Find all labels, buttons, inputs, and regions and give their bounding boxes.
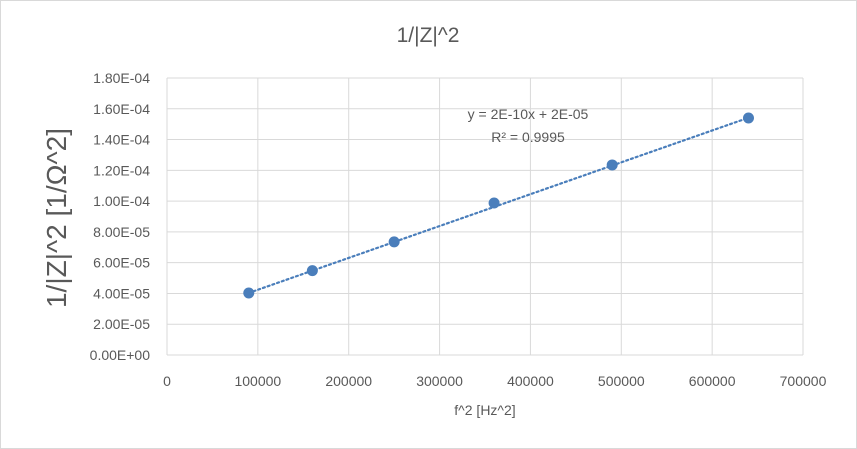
x-tick-label: 600000 — [689, 373, 736, 389]
x-tick-label: 0 — [163, 373, 171, 389]
data-point — [388, 236, 400, 248]
trendline-equation: y = 2E-10x + 2E-05 — [468, 106, 589, 122]
y-axis-tick-labels: 0.00E+00 2.00E-05 4.00E-05 6.00E-05 8.00E-05… — [90, 70, 151, 363]
data-point — [606, 159, 618, 171]
x-tick-label: 700000 — [780, 373, 827, 389]
gridlines — [166, 77, 804, 356]
y-axis-label: 1/|Z|^2 [1/Ω^2] — [41, 128, 72, 308]
y-tick-label: 6.00E-05 — [93, 255, 150, 271]
y-tick-label: 2.00E-05 — [93, 316, 150, 332]
data-point — [742, 112, 754, 124]
data-point — [306, 265, 318, 277]
x-axis-label: f^2 [Hz^2] — [454, 402, 515, 418]
x-tick-label: 500000 — [598, 373, 645, 389]
x-tick-label: 200000 — [325, 373, 372, 389]
x-tick-label: 300000 — [416, 373, 463, 389]
x-tick-label: 100000 — [234, 373, 281, 389]
y-tick-label: 1.20E-04 — [93, 162, 150, 178]
data-point — [243, 287, 255, 299]
x-tick-label: 400000 — [507, 373, 554, 389]
trendline-r-squared: R² = 0.9995 — [491, 129, 565, 145]
x-axis-tick-labels: 0 100000 200000 300000 400000 500000 600000 700… — [163, 373, 826, 389]
y-tick-label: 1.40E-04 — [93, 132, 150, 148]
chart-title: 1/|Z|^2 — [397, 24, 460, 47]
data-point — [488, 197, 500, 209]
y-tick-label: 8.00E-05 — [93, 224, 150, 240]
data-points — [243, 112, 754, 299]
y-tick-label: 1.00E-04 — [93, 193, 150, 209]
y-tick-label: 1.80E-04 — [93, 70, 150, 86]
y-tick-label: 1.60E-04 — [93, 101, 150, 117]
y-tick-label: 4.00E-05 — [93, 285, 150, 301]
y-tick-label: 0.00E+00 — [90, 347, 151, 363]
